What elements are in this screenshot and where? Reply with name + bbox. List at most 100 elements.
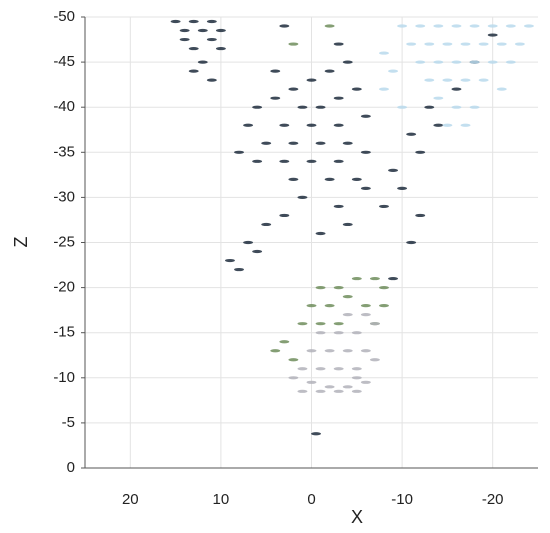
point bbox=[252, 159, 263, 163]
point bbox=[342, 313, 353, 317]
point bbox=[279, 24, 290, 28]
point bbox=[306, 159, 317, 163]
point bbox=[333, 123, 344, 127]
point bbox=[496, 42, 507, 46]
point bbox=[288, 87, 299, 91]
point bbox=[351, 389, 362, 393]
y-tick-label: -25 bbox=[53, 233, 75, 250]
x-tick-label: -20 bbox=[482, 491, 504, 508]
point bbox=[388, 168, 399, 172]
point bbox=[388, 276, 399, 281]
point bbox=[333, 367, 344, 371]
x-tick-label: -10 bbox=[391, 491, 413, 508]
y-axis-label: Z bbox=[11, 237, 31, 248]
point bbox=[315, 141, 326, 145]
x-tick-label: 10 bbox=[213, 491, 230, 508]
x-axis-label: X bbox=[351, 507, 363, 527]
point bbox=[315, 331, 326, 335]
point bbox=[469, 105, 480, 109]
y-tick-label: -15 bbox=[53, 324, 75, 341]
point bbox=[188, 19, 199, 24]
point bbox=[487, 60, 498, 64]
point bbox=[188, 46, 199, 51]
point bbox=[415, 24, 426, 28]
point bbox=[297, 322, 308, 326]
point bbox=[478, 42, 489, 46]
point bbox=[496, 87, 507, 91]
y-tick-label: -45 bbox=[53, 53, 75, 70]
point bbox=[342, 141, 353, 145]
point bbox=[306, 78, 317, 82]
point bbox=[179, 28, 190, 33]
point bbox=[324, 69, 335, 73]
point bbox=[297, 389, 308, 393]
point bbox=[270, 349, 281, 353]
point bbox=[369, 322, 380, 326]
point bbox=[406, 42, 417, 46]
point bbox=[279, 123, 290, 127]
point bbox=[469, 60, 480, 64]
point bbox=[397, 24, 408, 28]
point bbox=[415, 60, 426, 64]
point bbox=[333, 389, 344, 393]
point bbox=[351, 331, 362, 335]
point bbox=[206, 37, 217, 42]
point bbox=[306, 380, 317, 384]
point bbox=[324, 349, 335, 353]
point bbox=[442, 78, 453, 82]
point bbox=[279, 213, 290, 218]
point bbox=[270, 96, 281, 100]
point bbox=[360, 186, 371, 190]
point bbox=[433, 96, 444, 100]
point bbox=[333, 204, 344, 209]
point bbox=[315, 367, 326, 371]
point bbox=[424, 42, 435, 46]
point bbox=[243, 123, 254, 127]
y-tick-label: -20 bbox=[53, 279, 75, 296]
point bbox=[315, 105, 326, 109]
point bbox=[306, 304, 317, 308]
point bbox=[252, 105, 263, 109]
point bbox=[378, 286, 389, 290]
point bbox=[324, 385, 335, 389]
point bbox=[197, 28, 208, 33]
point bbox=[333, 159, 344, 163]
point bbox=[388, 69, 399, 73]
point bbox=[514, 42, 525, 46]
point bbox=[315, 322, 326, 326]
point bbox=[288, 358, 299, 362]
point bbox=[487, 24, 498, 28]
point bbox=[360, 380, 371, 384]
x-tick-label: 0 bbox=[307, 491, 315, 508]
point bbox=[234, 267, 245, 272]
point bbox=[487, 33, 498, 37]
point bbox=[215, 28, 226, 33]
point bbox=[188, 69, 199, 73]
point bbox=[433, 123, 444, 127]
point bbox=[279, 340, 290, 344]
point bbox=[297, 367, 308, 371]
point bbox=[378, 87, 389, 91]
y-tick-label: -30 bbox=[53, 188, 75, 205]
point bbox=[315, 389, 326, 393]
point bbox=[451, 60, 462, 64]
point bbox=[523, 24, 534, 28]
point bbox=[297, 105, 308, 109]
point bbox=[451, 87, 462, 91]
point bbox=[315, 231, 326, 236]
point bbox=[351, 276, 362, 281]
point bbox=[351, 177, 362, 181]
point bbox=[342, 349, 353, 353]
point bbox=[424, 78, 435, 82]
point bbox=[288, 42, 299, 46]
point bbox=[179, 37, 190, 42]
point bbox=[333, 42, 344, 46]
point bbox=[311, 432, 322, 436]
point bbox=[324, 304, 335, 308]
point bbox=[351, 376, 362, 380]
point bbox=[378, 304, 389, 308]
y-tick-label: -40 bbox=[53, 98, 75, 115]
point bbox=[306, 123, 317, 127]
point bbox=[351, 367, 362, 371]
